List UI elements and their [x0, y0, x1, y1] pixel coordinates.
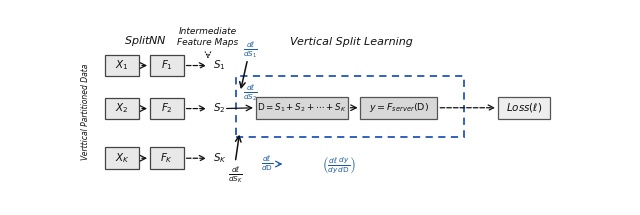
Text: $F_K$: $F_K$	[160, 151, 173, 165]
Text: $\frac{d\ell}{dS_2}$: $\frac{d\ell}{dS_2}$	[243, 83, 257, 103]
FancyBboxPatch shape	[498, 97, 550, 118]
FancyBboxPatch shape	[106, 98, 139, 119]
Text: $\frac{d\ell}{dS_1}$: $\frac{d\ell}{dS_1}$	[243, 40, 257, 60]
FancyBboxPatch shape	[360, 97, 437, 119]
FancyBboxPatch shape	[150, 147, 184, 169]
Text: $F_2$: $F_2$	[161, 102, 173, 115]
Text: $Loss(\ell)$: $Loss(\ell)$	[506, 101, 542, 114]
FancyBboxPatch shape	[150, 98, 184, 119]
Text: $F_1$: $F_1$	[161, 59, 173, 72]
Text: Verttical Partitioned Data: Verttical Partitioned Data	[81, 64, 90, 160]
Text: $\frac{d\ell}{d\mathrm{D}}$: $\frac{d\ell}{d\mathrm{D}}$	[261, 155, 273, 173]
FancyBboxPatch shape	[106, 147, 139, 169]
Text: $\frac{d\ell}{dS_K}$: $\frac{d\ell}{dS_K}$	[228, 166, 243, 186]
Text: $\mathrm{D} = S_1 + S_2 + \cdots + S_K$: $\mathrm{D} = S_1 + S_2 + \cdots + S_K$	[257, 101, 347, 114]
FancyBboxPatch shape	[256, 97, 348, 119]
Text: $S_2$: $S_2$	[213, 102, 225, 115]
Text: Vertical Split Learning: Vertical Split Learning	[291, 37, 413, 47]
Text: $S_1$: $S_1$	[213, 59, 225, 72]
FancyBboxPatch shape	[150, 55, 184, 76]
Text: $X_2$: $X_2$	[115, 102, 129, 115]
FancyBboxPatch shape	[106, 55, 139, 76]
Text: $S_K$: $S_K$	[213, 151, 227, 165]
Text: $\left(\frac{d\ell}{dy}\frac{dy}{d\mathrm{D}}\right)$: $\left(\frac{d\ell}{dy}\frac{dy}{d\mathr…	[321, 155, 355, 176]
Text: Intermediate
Feature Maps: Intermediate Feature Maps	[177, 28, 239, 47]
Text: $X_K$: $X_K$	[115, 151, 129, 165]
Text: $SplitNN$: $SplitNN$	[124, 34, 168, 48]
Text: $X_1$: $X_1$	[115, 59, 129, 72]
Text: $y = F_{server}(\mathrm{D})$: $y = F_{server}(\mathrm{D})$	[369, 101, 429, 114]
